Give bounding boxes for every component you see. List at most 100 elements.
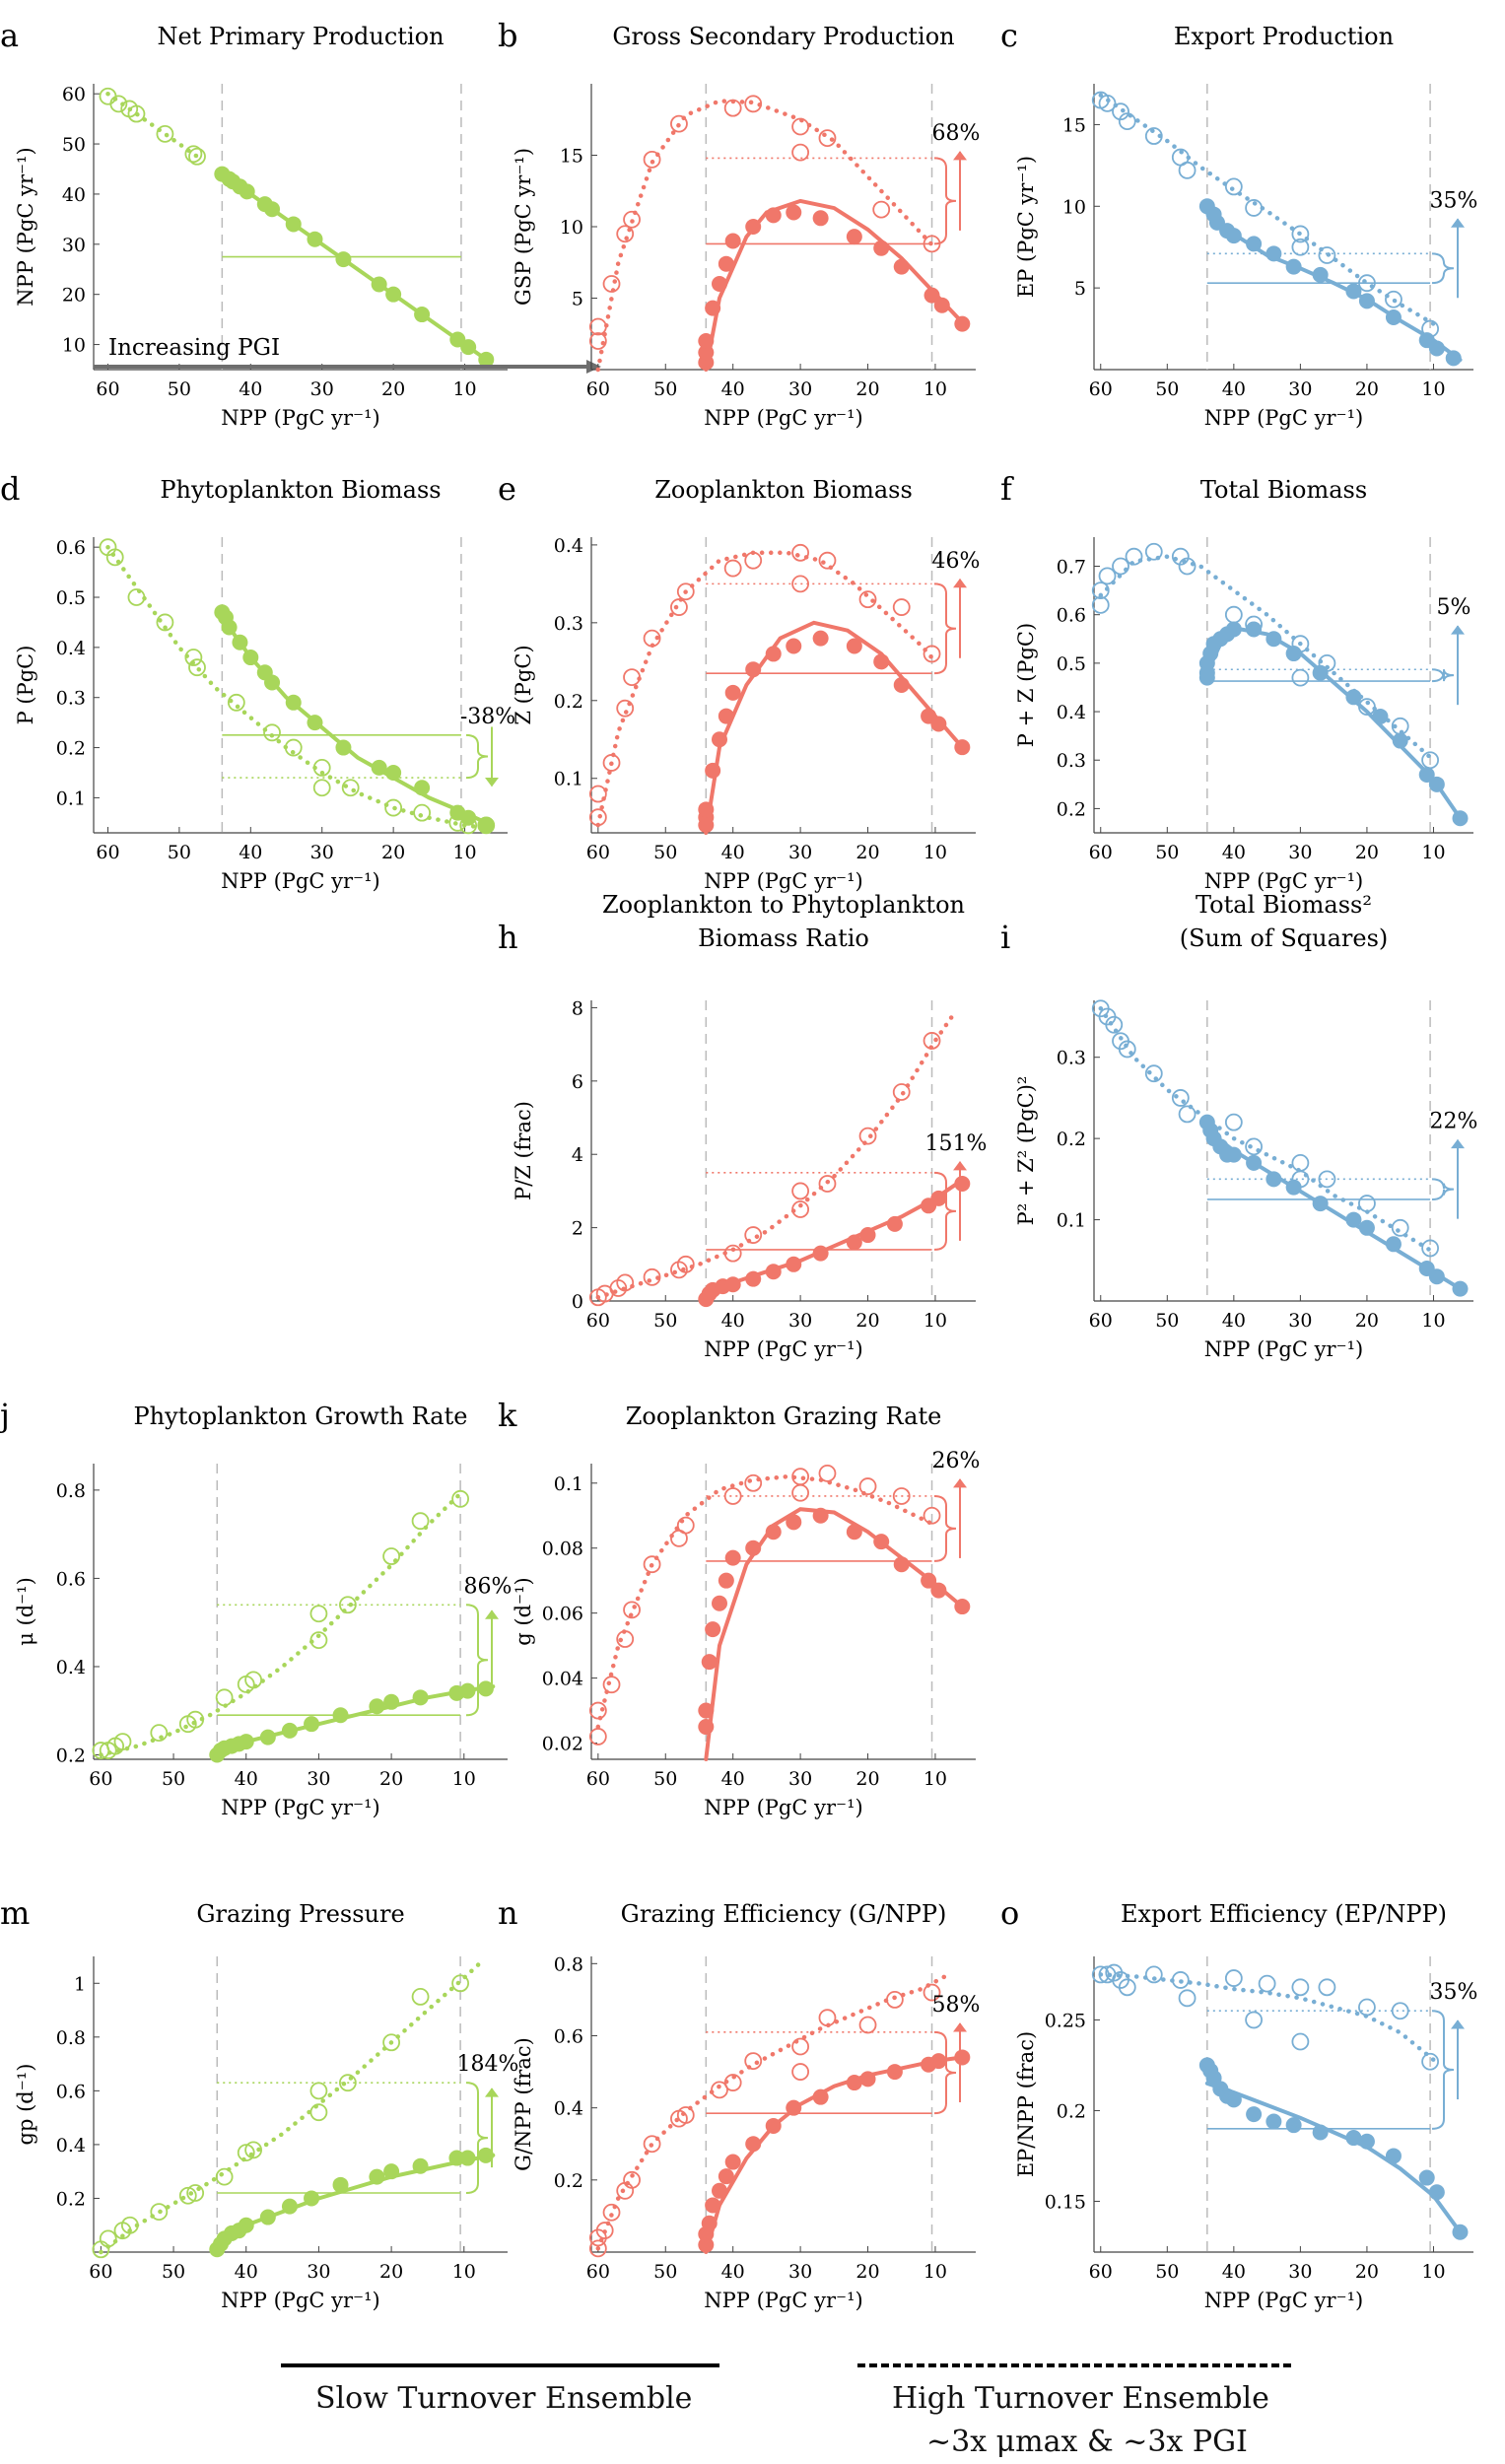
point-high-turnover [791, 1182, 810, 1200]
point-high-turnover [588, 332, 607, 350]
point-slow-turnover [812, 630, 829, 647]
x-tick-label: 30 [788, 378, 812, 400]
point-high-turnover [602, 754, 621, 772]
point-high-turnover [595, 2222, 614, 2239]
change-bracket [1431, 2010, 1455, 2130]
x-tick-label: 50 [168, 842, 191, 863]
panel-e: e Zooplankton Biomass 0.1 0.2 0.3 0.4 60 50 40 30… [498, 470, 980, 893]
point-slow-turnover [712, 2182, 727, 2199]
point-slow-turnover [698, 1719, 715, 1736]
point-slow-turnover [448, 2150, 465, 2166]
point-slow-turnover [712, 1595, 727, 1611]
change-bracket [933, 2030, 957, 2115]
point-slow-turnover [724, 684, 741, 701]
point-high-turnover [1171, 1089, 1190, 1107]
point-high-turnover [338, 1596, 357, 1614]
point-slow-turnover [385, 286, 402, 303]
change-bracket [465, 2082, 489, 2194]
y-axis-label: μ (d⁻¹) [14, 1577, 37, 1646]
point-high-turnover [309, 1631, 328, 1650]
curve-high-turnover [1098, 1005, 1436, 1255]
point-slow-turnover [1428, 340, 1445, 357]
point-slow-turnover [259, 2209, 276, 2225]
point-slow-turnover [846, 2075, 862, 2091]
x-tick-label: 30 [307, 1768, 330, 1790]
x-tick-label: 50 [653, 2261, 677, 2283]
point-high-turnover [1291, 1978, 1310, 1997]
y-tick-label: 0.2 [554, 691, 583, 713]
point-high-turnover [1224, 177, 1243, 196]
point-high-turnover [616, 1630, 635, 1648]
point-high-turnover [723, 1244, 742, 1263]
panel-letter: i [1000, 919, 1010, 956]
point-high-turnover [1144, 542, 1163, 561]
change-bracket [1431, 668, 1455, 683]
point-high-turnover [1118, 112, 1136, 131]
curve-slow-turnover [704, 1178, 965, 1303]
point-slow-turnover [1225, 1146, 1242, 1163]
point-high-turnover [643, 150, 661, 169]
panel-letter: n [498, 1894, 518, 1932]
point-slow-turnover [859, 1227, 876, 1244]
point-high-turnover [602, 2203, 621, 2222]
x-tick-label: 20 [855, 2261, 879, 2283]
point-high-turnover [744, 2052, 763, 2070]
y-tick-label: 0.3 [1057, 1048, 1086, 1069]
point-slow-turnover [812, 1245, 829, 1262]
y-tick-label: 10 [560, 217, 583, 239]
point-high-turnover [1091, 595, 1110, 614]
panel-title: Zooplankton to Phytoplankton [602, 891, 965, 919]
x-tick-label: 30 [788, 2261, 812, 2283]
x-tick-label: 50 [653, 1310, 677, 1332]
point-slow-turnover [930, 1582, 947, 1599]
point-high-turnover [309, 2103, 328, 2122]
x-tick-label: 50 [653, 842, 677, 863]
y-tick-label: 5 [572, 289, 583, 310]
x-tick-label: 10 [1421, 1310, 1445, 1332]
point-slow-turnover [701, 1654, 718, 1671]
point-high-turnover [744, 551, 763, 570]
point-high-turnover [156, 124, 174, 143]
change-arrowhead [953, 151, 967, 161]
point-high-turnover [284, 738, 303, 757]
y-axis-label: gp (d⁻¹) [14, 2064, 37, 2146]
x-axis-label: NPP (PgC yr⁻¹) [704, 406, 862, 430]
point-slow-turnover [846, 1234, 862, 1251]
point-slow-turnover [1285, 258, 1302, 275]
panel-title: Export Production [1174, 23, 1394, 50]
x-tick-label: 60 [586, 1768, 610, 1790]
y-tick-label: 0.2 [1057, 2100, 1086, 2122]
x-tick-label: 10 [1421, 842, 1445, 863]
curve-high-turnover [1098, 1972, 1436, 2063]
change-bracket [933, 1494, 957, 1562]
point-high-turnover [643, 2135, 661, 2154]
x-tick-label: 40 [721, 1310, 745, 1332]
y-tick-label: 0.4 [56, 1657, 86, 1678]
x-tick-label: 10 [1421, 2261, 1445, 2283]
point-high-turnover [623, 668, 641, 687]
point-high-turnover [113, 1733, 132, 1750]
point-slow-turnover [1312, 664, 1329, 681]
curve-slow-turnover [704, 2055, 965, 2254]
x-tick-label: 60 [1089, 842, 1113, 863]
point-high-turnover [791, 2063, 810, 2081]
x-tick-label: 60 [96, 378, 119, 400]
y-axis-label: NPP (PgC yr⁻¹) [14, 147, 37, 306]
point-slow-turnover [765, 646, 782, 662]
point-high-turnover [744, 1226, 763, 1244]
change-arrowhead [953, 1161, 967, 1171]
y-tick-label: 5 [1074, 278, 1086, 300]
change-bracket [465, 733, 489, 780]
point-high-turnover [411, 1512, 430, 1531]
legend-dashed-line [857, 2363, 1291, 2367]
panel-title: Total Biomass [1200, 476, 1367, 504]
y-tick-label: 1 [74, 1973, 86, 1995]
point-high-turnover [616, 699, 635, 718]
point-slow-turnover [307, 231, 323, 247]
point-high-turnover [676, 2106, 695, 2124]
curve-high-turnover [595, 1008, 958, 1300]
point-high-turnover [1421, 1239, 1439, 1258]
change-bracket [933, 1171, 957, 1251]
point-high-turnover [588, 317, 607, 336]
panel-k: k Zooplankton Grazing Rate 0.02 0.04 0.06 0.0… [498, 1397, 980, 1819]
